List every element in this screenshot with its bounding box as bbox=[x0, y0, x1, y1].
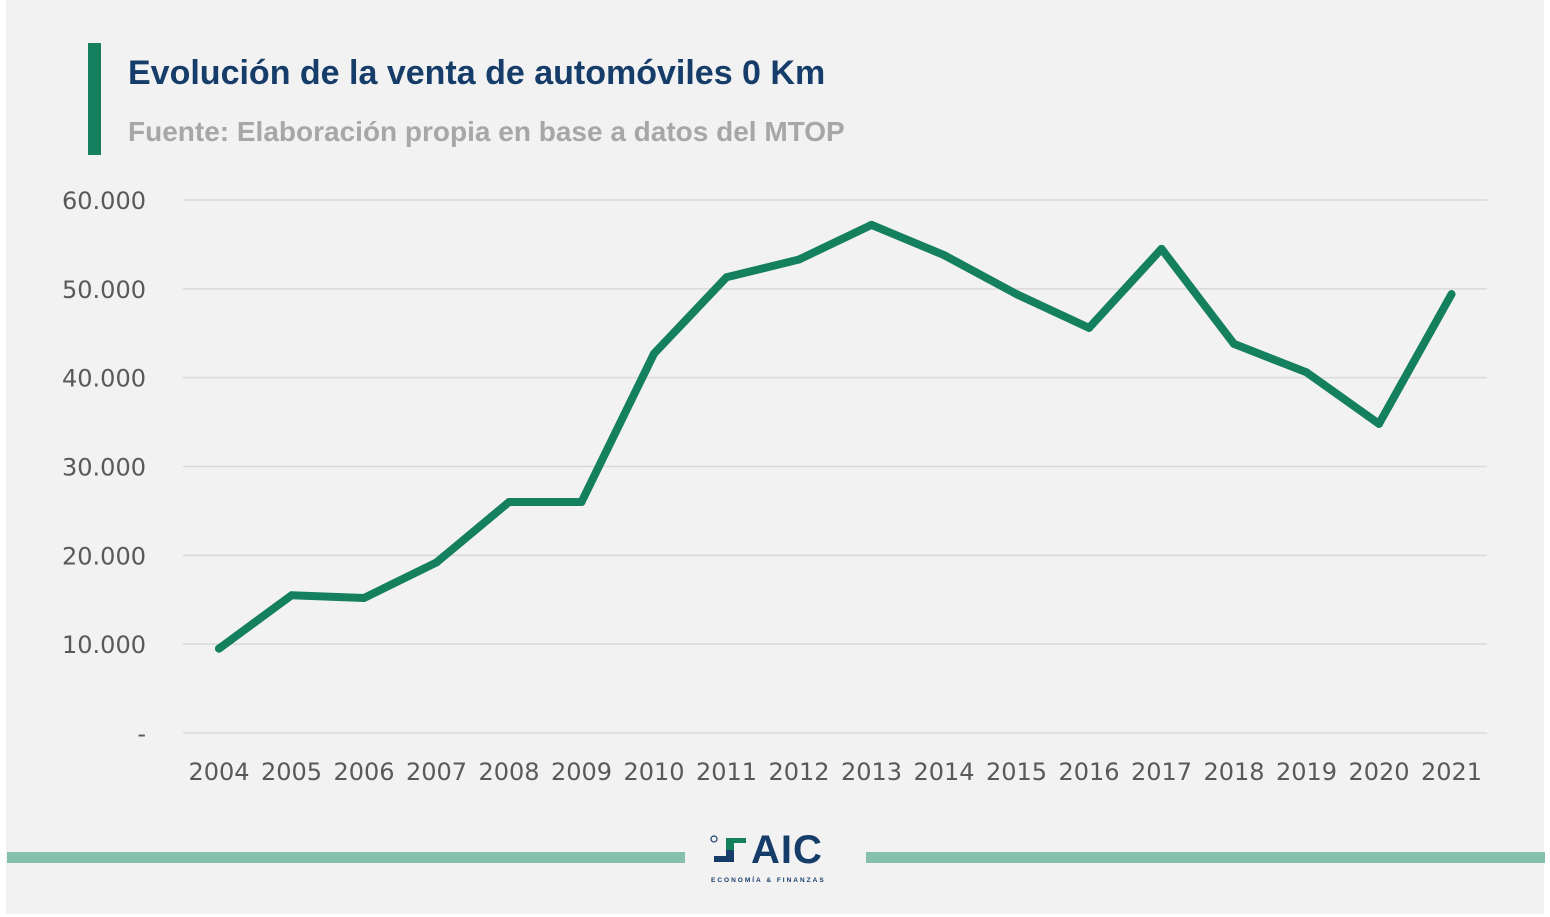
data-point bbox=[650, 349, 658, 358]
x-tick-label: 2005 bbox=[261, 758, 322, 786]
x-tick-label: 2017 bbox=[1131, 758, 1192, 786]
x-tick-label: 2014 bbox=[913, 758, 974, 786]
data-point bbox=[940, 251, 948, 260]
data-point bbox=[215, 644, 223, 653]
series bbox=[215, 220, 1456, 653]
x-tick-label: 2012 bbox=[768, 758, 829, 786]
footer-divider-right bbox=[866, 852, 1545, 863]
data-point bbox=[1447, 290, 1456, 299]
y-tick-label: 60.000 bbox=[62, 187, 146, 215]
y-axis-ticks: - 10.000 20.000 30.000 40.000 50.000 60.000 bbox=[62, 187, 146, 748]
aic-logo-icon bbox=[710, 835, 746, 862]
y-tick-label: 30.000 bbox=[62, 454, 146, 482]
x-tick-label: 2004 bbox=[188, 758, 249, 786]
data-point bbox=[432, 558, 441, 567]
logo-wordmark: AIC bbox=[751, 828, 823, 872]
series-line bbox=[215, 220, 1456, 653]
x-tick-label: 2019 bbox=[1276, 758, 1337, 786]
x-tick-label: 2008 bbox=[478, 758, 539, 786]
footer-divider-left bbox=[7, 852, 685, 863]
aic-logo: AIC ECONOMÍA & FINANZAS bbox=[705, 828, 845, 892]
y-tick-label: - bbox=[137, 720, 146, 748]
x-tick-label: 2011 bbox=[696, 758, 757, 786]
data-point bbox=[1157, 244, 1166, 253]
x-tick-label: 2021 bbox=[1421, 758, 1482, 786]
data-point bbox=[1012, 290, 1021, 299]
x-tick-label: 2007 bbox=[406, 758, 467, 786]
x-tick-label: 2018 bbox=[1203, 758, 1264, 786]
x-tick-label: 2015 bbox=[986, 758, 1047, 786]
y-tick-label: 50.000 bbox=[62, 276, 146, 304]
y-tick-label: 10.000 bbox=[62, 631, 146, 659]
y-tick-label: 40.000 bbox=[62, 365, 146, 393]
chart-subtitle: Fuente: Elaboración propia en base a dat… bbox=[128, 116, 845, 147]
chart-canvas bbox=[6, 0, 1544, 914]
data-point bbox=[505, 498, 513, 507]
x-tick-label: 2006 bbox=[333, 758, 394, 786]
data-point bbox=[577, 498, 586, 507]
chart-title: Evolución de la venta de automóviles 0 K… bbox=[128, 54, 826, 92]
x-tick-label: 2020 bbox=[1348, 758, 1409, 786]
gridlines bbox=[183, 199, 1487, 734]
data-point bbox=[1230, 339, 1238, 348]
data-point bbox=[867, 220, 876, 229]
data-point bbox=[1375, 419, 1383, 428]
data-point bbox=[1085, 323, 1093, 332]
x-tick-label: 2009 bbox=[551, 758, 612, 786]
title-accent-bar bbox=[88, 43, 101, 155]
data-point bbox=[795, 255, 803, 264]
data-point bbox=[360, 593, 368, 602]
data-point bbox=[287, 591, 296, 600]
x-axis-ticks: 2004 2005 2006 2007 2008 2009 2010 2011 2012 2013… bbox=[188, 758, 1482, 786]
data-point bbox=[722, 273, 731, 282]
x-tick-label: 2010 bbox=[623, 758, 684, 786]
x-tick-label: 2013 bbox=[841, 758, 902, 786]
x-tick-label: 2016 bbox=[1058, 758, 1119, 786]
y-tick-label: 20.000 bbox=[62, 542, 146, 570]
data-point bbox=[1302, 368, 1311, 377]
logo-tagline: ECONOMÍA & FINANZAS bbox=[711, 877, 826, 884]
